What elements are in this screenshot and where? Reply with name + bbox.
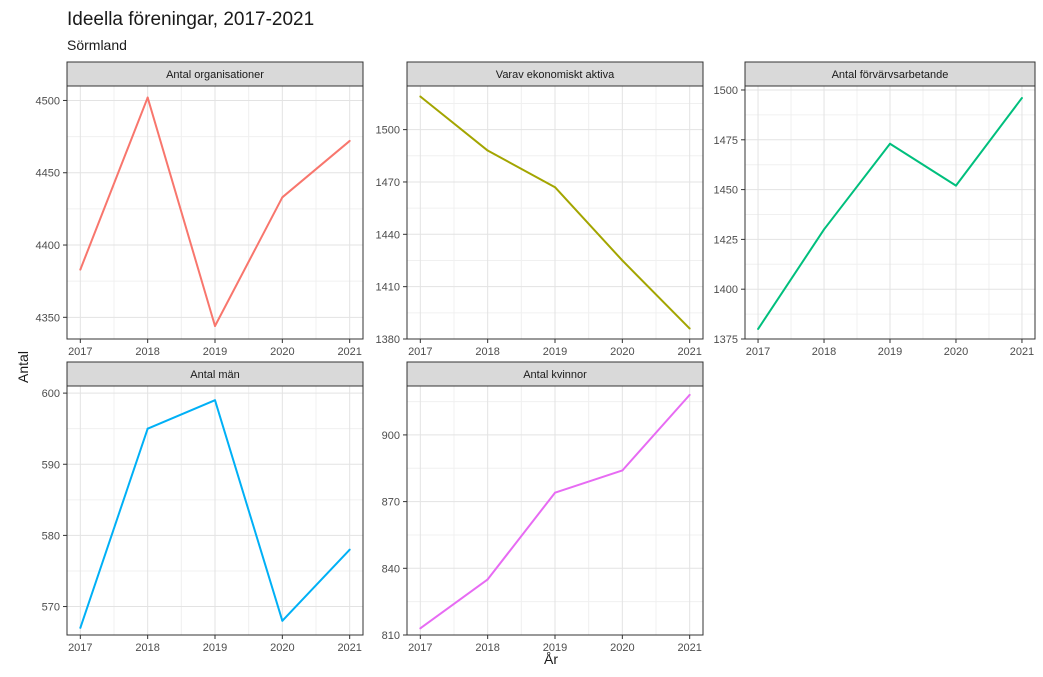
y-tick-label: 1410 [376, 282, 400, 294]
facet-strip-label: Antal organisationer [166, 69, 264, 81]
facet-strip-label: Antal kvinnor [523, 369, 587, 381]
data-point [348, 139, 351, 142]
data-point [281, 619, 284, 622]
y-tick-label: 600 [42, 388, 60, 400]
x-tick-label: 2021 [677, 642, 701, 654]
x-tick-label: 2020 [610, 346, 634, 358]
x-tick-label: 2021 [1010, 346, 1034, 358]
x-tick-label: 2017 [68, 642, 92, 654]
facet-panel: Varav ekonomiskt aktiva 2017 2018 2019 2020 2… [376, 61, 704, 358]
data-point [554, 491, 556, 494]
x-tick-label: 2019 [543, 346, 567, 358]
data-point [348, 548, 351, 551]
panel-border [406, 385, 704, 636]
data-point [621, 259, 624, 262]
x-tick-label: 2019 [543, 642, 567, 654]
x-tick-label: 2018 [135, 346, 159, 358]
y-tick-label: 4350 [36, 312, 60, 324]
data-point [146, 427, 149, 430]
panel-border [66, 385, 364, 636]
facet-strip-label: Antal förvärvsarbetande [832, 69, 949, 81]
panel-border [744, 85, 1036, 340]
data-point [419, 627, 422, 630]
y-tick-label: 810 [382, 630, 400, 642]
x-tick-label: 2019 [878, 346, 902, 358]
facet-strip [406, 361, 704, 387]
x-tick-label: 2018 [812, 346, 836, 358]
facet-strip [66, 61, 364, 87]
data-point [281, 196, 284, 199]
panel-border [406, 85, 704, 340]
x-tick-label: 2018 [475, 642, 499, 654]
data-point [419, 95, 422, 98]
x-tick-label: 2018 [135, 642, 159, 654]
x-tick-label: 2019 [203, 346, 227, 358]
x-axis-label: År [544, 651, 558, 667]
facet-strip [744, 61, 1036, 87]
x-tick-label: 2020 [270, 346, 294, 358]
y-tick-label: 840 [382, 563, 400, 575]
chart-title: Ideella föreningar, 2017-2021 [67, 9, 315, 30]
x-tick-label: 2018 [475, 346, 499, 358]
y-tick-label: 4500 [36, 95, 60, 107]
y-tick-label: 1375 [714, 334, 738, 346]
y-tick-label: 1380 [376, 334, 400, 346]
data-point [214, 399, 216, 402]
x-tick-label: 2017 [746, 346, 770, 358]
y-tick-label: 1475 [714, 135, 738, 147]
x-tick-label: 2021 [337, 642, 361, 654]
y-tick-label: 1500 [376, 125, 400, 137]
x-tick-label: 2020 [610, 642, 634, 654]
x-tick-label: 2020 [270, 642, 294, 654]
data-point [621, 469, 624, 472]
data-point [214, 324, 216, 327]
facet-strip-label: Antal män [190, 369, 240, 381]
data-point [486, 578, 489, 581]
data-point [79, 626, 82, 629]
y-tick-label: 900 [382, 430, 400, 442]
facet-panel: Antal kvinnor 2017 2018 2019 2020 2021 810 840 8… [382, 361, 704, 654]
x-tick-label: 2019 [203, 642, 227, 654]
y-tick-label: 1425 [714, 234, 738, 246]
data-point [146, 96, 149, 99]
panel-border [66, 85, 364, 340]
facet-panel: Antal förvärvsarbetande 2017 2018 2019 2020 2… [714, 61, 1036, 358]
data-point [688, 393, 691, 396]
y-tick-label: 590 [42, 459, 60, 471]
x-tick-label: 2021 [677, 346, 701, 358]
y-tick-label: 1400 [714, 284, 738, 296]
data-point [79, 268, 82, 271]
x-tick-label: 2017 [68, 346, 92, 358]
data-point [757, 328, 760, 331]
data-point [1020, 96, 1023, 99]
y-tick-label: 570 [42, 602, 60, 614]
x-tick-label: 2021 [337, 346, 361, 358]
y-tick-label: 1470 [376, 177, 400, 189]
data-point [688, 327, 691, 330]
y-tick-label: 1440 [376, 229, 400, 241]
facet-panel: Antal organisationer 2017 2018 2019 2020 2021… [36, 61, 364, 358]
y-tick-label: 870 [382, 497, 400, 509]
chart-subtitle: Sörmland [67, 37, 127, 53]
data-point [554, 186, 556, 189]
facet-panel: Antal män 2017 2018 2019 2020 2021 570 580 590 60… [42, 361, 364, 654]
x-tick-label: 2020 [944, 346, 968, 358]
x-tick-label: 2017 [408, 346, 432, 358]
data-point [889, 142, 891, 145]
y-tick-label: 4400 [36, 240, 60, 252]
y-tick-label: 1500 [714, 85, 738, 97]
data-point [954, 184, 957, 187]
x-tick-label: 2017 [408, 642, 432, 654]
data-point [823, 228, 826, 231]
y-tick-label: 580 [42, 530, 60, 542]
facet-strip-label: Varav ekonomiskt aktiva [496, 69, 615, 81]
data-point [486, 149, 489, 152]
y-tick-label: 1450 [714, 185, 738, 197]
y-tick-label: 4450 [36, 168, 60, 180]
facet-strip [406, 61, 704, 87]
